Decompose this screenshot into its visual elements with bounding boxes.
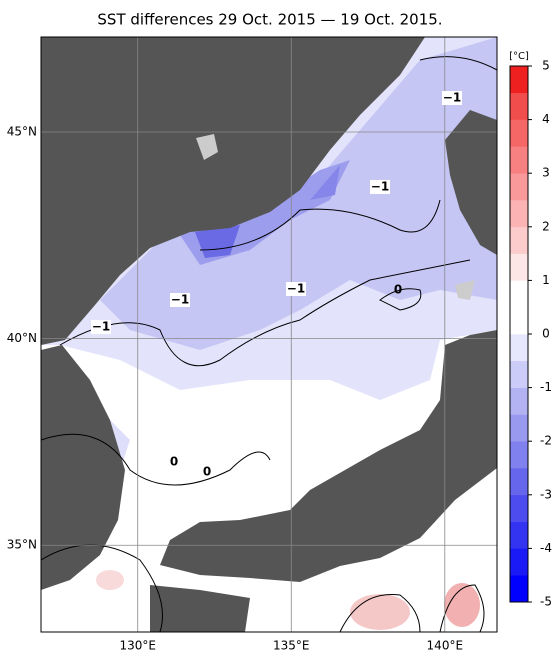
contour-labels: −1 −1 −1 −1 −1 0 0 0	[91, 91, 462, 479]
contour-label: 0	[394, 283, 402, 297]
colorbar-tick-label: -1	[540, 380, 552, 394]
lat-tick-label: 45°N	[7, 125, 37, 139]
contour-label: −1	[443, 91, 461, 105]
colorbar-tick-label: -2	[540, 434, 552, 448]
colorbar-tick-label: 4	[542, 112, 550, 126]
colorbar-band	[510, 387, 528, 415]
contour-line	[41, 433, 271, 486]
contour-label: −1	[287, 282, 305, 296]
colorbar-band	[510, 173, 528, 201]
colorbar-band	[510, 548, 528, 576]
contour-label: −1	[92, 320, 110, 334]
contours	[41, 56, 497, 632]
colorbar-tick-label: 0	[542, 327, 550, 341]
label-box	[170, 293, 190, 307]
map-frame	[40, 36, 498, 633]
contour-line	[339, 593, 421, 632]
colorbar-band	[510, 307, 528, 335]
grid: 130°E 135°E 140°E 45°N 40°N 35°N	[7, 37, 497, 653]
colorbar-band	[510, 494, 528, 522]
sea-anomaly	[444, 583, 480, 627]
colorbar-band	[510, 521, 528, 549]
colorbar-band	[510, 468, 528, 496]
label-box	[370, 180, 390, 194]
contour-line	[379, 288, 422, 311]
colorbar-band	[510, 253, 528, 281]
contour-line	[199, 199, 441, 251]
land	[150, 585, 250, 632]
colorbar-band	[510, 119, 528, 147]
colorbar-band	[510, 226, 528, 254]
title: SST differences 29 Oct. 2015 — 19 Oct. 2…	[97, 11, 442, 29]
contour-label: 0	[203, 465, 211, 479]
colorbar-tick-label: -5	[540, 595, 552, 609]
label-box	[286, 282, 306, 296]
colorbar-tick-label: 2	[542, 219, 550, 233]
colorbar: 5 4 3 2 1 0 -1 -2 -3 -4 -5	[509, 59, 552, 609]
colorbar-tick-label: 5	[542, 59, 550, 73]
colorbar-band	[510, 280, 528, 308]
contour-line	[59, 259, 471, 367]
contour-label: 0	[170, 455, 178, 469]
colorbar-band	[510, 441, 528, 469]
land	[41, 37, 425, 345]
contour-line	[419, 56, 497, 71]
lat-tick-label: 35°N	[7, 538, 37, 552]
contour-label: −1	[171, 293, 189, 307]
map-area	[41, 37, 497, 632]
land	[160, 330, 497, 582]
sea-anomaly	[350, 594, 410, 630]
lat-tick-label: 40°N	[7, 331, 37, 345]
land	[445, 110, 497, 255]
colorbar-unit: [°C]	[509, 51, 529, 62]
lon-tick-label: 140°E	[427, 639, 464, 653]
colorbar-band	[510, 334, 528, 362]
label-box	[442, 91, 462, 105]
contour-label: −1	[371, 180, 389, 194]
colorbar-band	[510, 575, 528, 603]
island	[455, 280, 475, 300]
contour-line	[439, 584, 485, 632]
colorbar-tick-label: 3	[542, 166, 550, 180]
island	[196, 134, 218, 160]
sea-anomaly	[100, 37, 497, 350]
colorbar-tick-label: 1	[542, 273, 550, 287]
colorbar-tick-label: -4	[540, 541, 552, 555]
colorbar-band	[510, 200, 528, 228]
colorbar-band	[510, 146, 528, 174]
sea-anomaly	[96, 570, 124, 590]
contour-line	[41, 544, 163, 632]
lon-tick-label: 135°E	[273, 639, 310, 653]
colorbar-band	[510, 360, 528, 388]
sea-anomaly	[310, 165, 340, 200]
colorbar-tick-label: -3	[540, 487, 552, 501]
colorbar-band	[510, 414, 528, 442]
colorbar-band	[510, 66, 528, 94]
lon-tick-label: 130°E	[119, 639, 156, 653]
label-box	[91, 320, 111, 334]
land	[41, 345, 125, 590]
colorbar-band	[510, 92, 528, 120]
